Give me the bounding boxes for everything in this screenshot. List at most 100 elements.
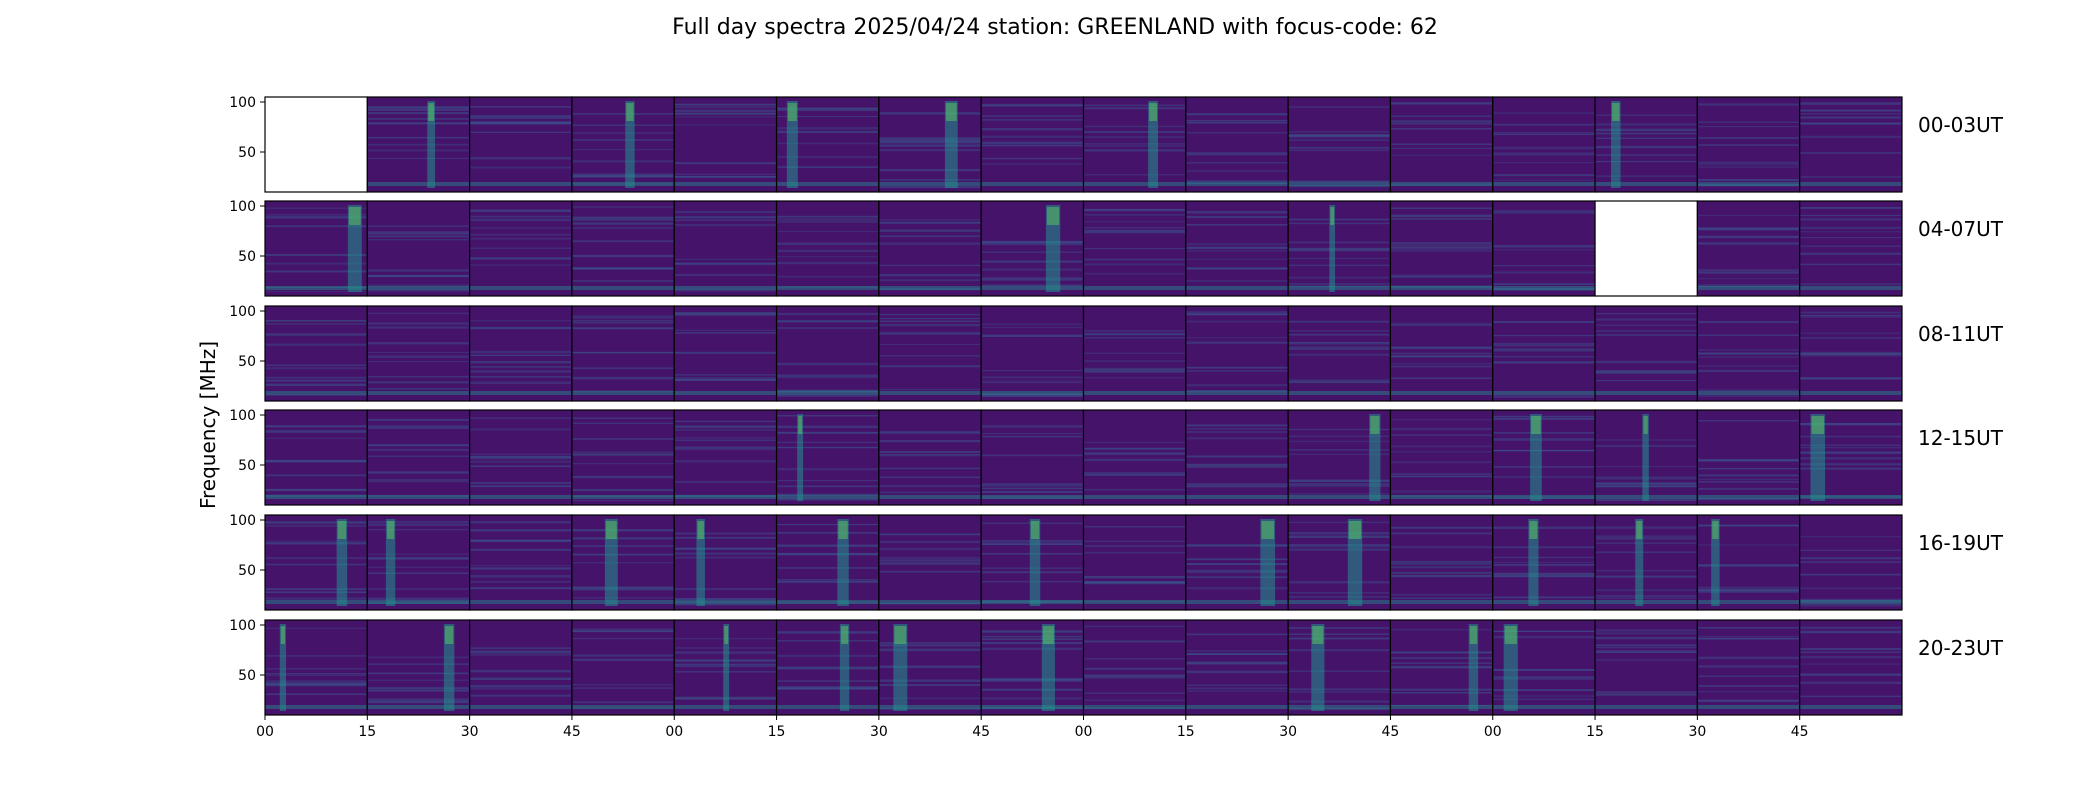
spectral-band	[571, 495, 675, 497]
spectral-band	[1288, 330, 1391, 332]
spectral-band	[981, 393, 1084, 395]
spectral-band	[1697, 564, 1800, 566]
spectral-band	[1288, 440, 1391, 443]
spectral-band	[1390, 115, 1493, 118]
spectral-band	[674, 547, 777, 550]
spectral-band	[1697, 161, 1800, 164]
spectral-band	[1595, 160, 1698, 163]
spectral-band	[1697, 480, 1800, 483]
spectral-band	[265, 394, 368, 397]
spectral-band	[571, 206, 675, 208]
spectral-band	[776, 242, 879, 245]
spectral-band	[1083, 104, 1186, 106]
spectral-band	[265, 680, 368, 682]
spectral-band	[1799, 351, 1902, 354]
spectral-band	[1083, 540, 1186, 542]
spectral-band	[1185, 670, 1289, 674]
spectrum-panel	[1696, 514, 1801, 611]
spectrum-panel	[673, 514, 778, 611]
spectral-band	[878, 288, 982, 291]
spectral-band	[1390, 571, 1493, 574]
spectral-band	[469, 215, 572, 218]
spectral-band	[367, 481, 470, 483]
spectra-row: 50 100 16-19UT	[229, 513, 2004, 611]
spectral-band	[1697, 564, 1800, 567]
spectral-band	[1492, 287, 1596, 290]
spectral-band	[981, 425, 1084, 428]
spectral-band	[878, 388, 982, 391]
spectrum-panel	[264, 305, 368, 402]
spectral-band	[878, 221, 982, 224]
spectrum-panel	[571, 409, 675, 506]
spectral-band	[1492, 432, 1596, 434]
spectral-band	[469, 166, 572, 169]
spectral-band	[571, 630, 675, 633]
spectral-band	[265, 207, 368, 209]
spectral-band	[1185, 320, 1289, 323]
low-frequency-noise	[1083, 495, 1186, 499]
radio-burst	[1711, 519, 1720, 606]
spectral-band	[1492, 344, 1596, 347]
spectral-band	[1799, 354, 1902, 357]
spectral-band	[1083, 699, 1186, 702]
spectral-band	[367, 225, 470, 227]
spectral-band	[1083, 658, 1186, 660]
spectrum-panel	[1185, 619, 1289, 716]
spectral-band	[1595, 589, 1698, 592]
spectral-band	[1083, 707, 1186, 710]
spectral-band	[1390, 473, 1493, 476]
spectral-band	[878, 112, 982, 115]
low-frequency-noise	[571, 286, 675, 290]
spectral-band	[1288, 707, 1391, 711]
spectral-band	[1799, 451, 1902, 454]
spectral-band	[367, 231, 470, 234]
spectral-band	[367, 381, 470, 384]
spectral-band	[1799, 218, 1902, 221]
panel-background	[1799, 201, 1902, 296]
spectral-band	[367, 322, 470, 325]
spectral-band	[1288, 535, 1391, 538]
spectral-band	[674, 210, 777, 214]
burst-peak	[1504, 626, 1517, 644]
spectral-band	[1390, 285, 1493, 288]
spectral-band	[367, 520, 470, 524]
spectral-band	[776, 493, 879, 496]
low-frequency-noise	[469, 705, 572, 709]
spectral-band	[1083, 692, 1186, 695]
spectrum-panel	[366, 200, 471, 297]
spectral-band	[674, 460, 777, 463]
spectral-band	[1185, 246, 1289, 250]
y-tick-label: 50	[238, 145, 256, 161]
spectral-band	[674, 224, 777, 227]
spectral-band	[367, 495, 470, 497]
spectral-band	[1083, 125, 1186, 128]
spectral-band	[1288, 241, 1391, 244]
spectral-band	[878, 476, 982, 479]
low-frequency-noise	[1083, 705, 1186, 709]
spectral-band	[1083, 371, 1186, 373]
spectral-band	[1697, 284, 1800, 287]
low-frequency-noise	[571, 495, 675, 499]
spectral-band	[367, 326, 470, 329]
spectral-band	[674, 274, 777, 276]
panel-background	[776, 306, 879, 401]
spectral-band	[878, 561, 982, 564]
spectral-band	[981, 496, 1084, 499]
spectral-band	[1595, 537, 1698, 540]
spectral-band	[265, 459, 368, 462]
spectral-band	[469, 122, 572, 125]
spectral-band	[1083, 329, 1186, 333]
low-frequency-noise	[469, 495, 572, 499]
spectral-band	[878, 547, 982, 551]
spectral-band	[367, 136, 470, 139]
spectral-band	[1288, 222, 1391, 225]
spectral-band	[878, 697, 982, 699]
spectral-band	[367, 375, 470, 378]
spectral-band	[1595, 360, 1698, 362]
spectrum-panel	[878, 514, 982, 611]
low-frequency-noise	[367, 600, 470, 604]
spectral-band	[674, 112, 777, 115]
spectral-band	[776, 156, 879, 158]
spectral-band	[878, 168, 982, 172]
spectral-band	[776, 127, 879, 130]
